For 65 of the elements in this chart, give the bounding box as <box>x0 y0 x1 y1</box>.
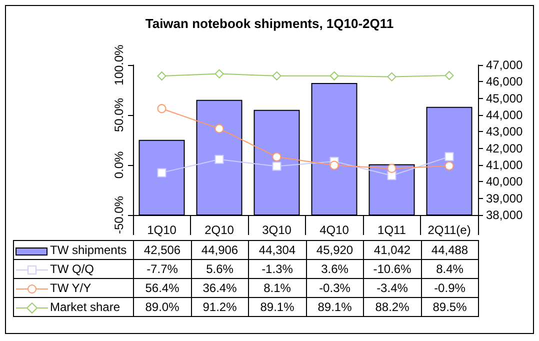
x-tick-label: 2Q10 <box>204 223 234 237</box>
y2-tick-label: 44,000 <box>486 108 524 122</box>
y2-tick-label: 39,000 <box>486 191 524 206</box>
data-label: 89.1% <box>248 298 306 316</box>
point <box>444 71 454 80</box>
y-tick-label: -50.0% <box>112 196 126 234</box>
data-label: 8.1% <box>248 278 306 298</box>
data-label: -0.9% <box>421 278 478 298</box>
data-label: 42,506 <box>134 240 191 260</box>
x-tick-label: 4Q10 <box>320 223 350 237</box>
point <box>444 152 454 162</box>
data-label: 91.2% <box>191 298 248 316</box>
y-tick-label: 50.0% <box>112 98 126 132</box>
data-label: -10.6% <box>364 260 421 278</box>
data-label: 89.1% <box>306 298 364 316</box>
point <box>214 69 224 78</box>
data-label: 3.6% <box>306 260 364 278</box>
data-label: -0.3% <box>306 278 364 298</box>
point <box>330 71 339 80</box>
x-tick-label: 3Q10 <box>262 223 292 237</box>
point <box>444 161 454 170</box>
data-label: 56.4% <box>134 278 191 298</box>
y2-tick-label: 38,000 <box>486 208 524 222</box>
data-label: 5.6% <box>191 260 248 278</box>
y2-tick-label: 42,000 <box>486 141 524 156</box>
y2-tick-label: 41,000 <box>486 158 524 172</box>
y2-tick-label: 47,000 <box>486 58 524 72</box>
data-label: 88.2% <box>364 298 421 316</box>
data-label: 44,304 <box>248 240 306 260</box>
point <box>157 104 166 114</box>
legend-label: Market share <box>14 298 134 316</box>
y-tick-label: 100.0% <box>112 44 126 86</box>
x-tick-label: 2Q11(e) <box>428 223 471 237</box>
x-tick-label: 1Q10 <box>147 223 177 237</box>
point <box>272 71 282 80</box>
point <box>157 168 166 178</box>
data-label: 44,488 <box>421 240 478 260</box>
legend-label: TW shipments <box>14 240 134 260</box>
data-label: 89.0% <box>134 298 191 316</box>
y2-tick-label: 40,000 <box>486 174 524 189</box>
y2-tick-label: 43,000 <box>486 124 524 139</box>
data-label: -7.7% <box>134 260 191 278</box>
y2-tick-label: 45,000 <box>486 91 524 106</box>
x-tick-label: 1Q11 <box>378 223 406 237</box>
data-label: -1.3% <box>248 260 306 278</box>
point <box>387 72 396 82</box>
point <box>272 152 282 162</box>
point <box>387 164 396 173</box>
data-label: 8.4% <box>421 260 478 278</box>
data-label: 45,920 <box>306 240 364 260</box>
point <box>157 72 166 80</box>
data-label: 41,042 <box>364 240 421 260</box>
data-label: 89.5% <box>421 298 478 316</box>
y-tick-label: 0.0% <box>112 151 126 179</box>
legend-label: TW Q/Q <box>14 260 134 278</box>
data-label: 36.4% <box>191 278 248 298</box>
y2-tick-label: 46,000 <box>486 74 524 89</box>
point <box>330 160 339 170</box>
legend-label: TW Y/Y <box>14 278 134 298</box>
data-label: 44,906 <box>191 240 248 260</box>
point <box>214 154 224 164</box>
point <box>214 124 224 134</box>
data-label: -3.4% <box>364 278 421 298</box>
chart-title: Taiwan notebook shipments, 1Q10-2Q11 <box>145 16 394 31</box>
point <box>272 162 282 171</box>
